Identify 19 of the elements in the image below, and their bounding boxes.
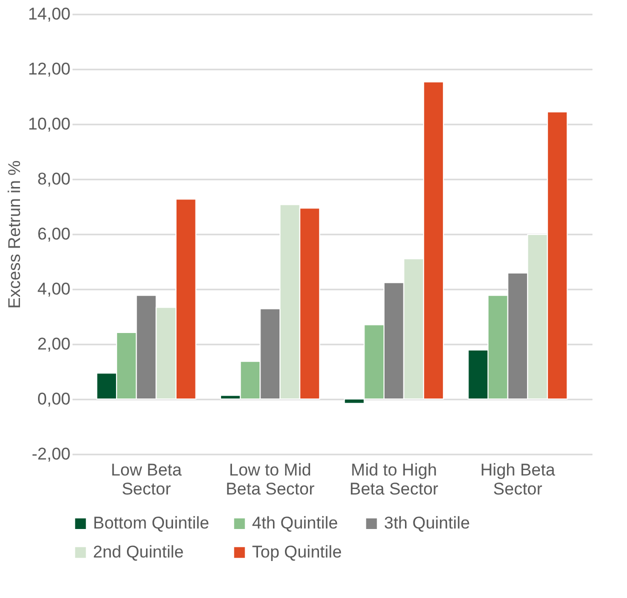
y-tick-label: 0,00 [37,390,70,408]
y-tick-label: -2,00 [32,444,70,464]
x-tick-label: Mid to High Beta Sector [349,460,439,498]
y-axis-title: Excess Retrun in % [4,160,24,309]
y-tick-label: 10,00 [28,114,70,134]
y-tick-label: 6,00 [37,224,70,244]
y-tick-label: 2,00 [37,334,70,354]
x-tick-label: High Beta Sector [480,460,556,498]
legend-label: 2nd Quintile [93,542,184,562]
x-tick-label: Low to Mid Beta Sector [226,460,315,498]
y-tick-label: 4,00 [37,280,70,298]
x-tick-label: Low Beta Sector [110,460,182,498]
legend-label: 3th Quintile [384,514,470,533]
y-tick-label: 14,00 [28,4,70,24]
legend-label: Bottom Quintile [93,514,210,533]
legend-label: Top Quintile [252,542,342,562]
legend-label: 4th Quintile [252,514,338,533]
y-tick-label: 12,00 [28,60,70,78]
y-tick-label: 8,00 [37,170,70,188]
